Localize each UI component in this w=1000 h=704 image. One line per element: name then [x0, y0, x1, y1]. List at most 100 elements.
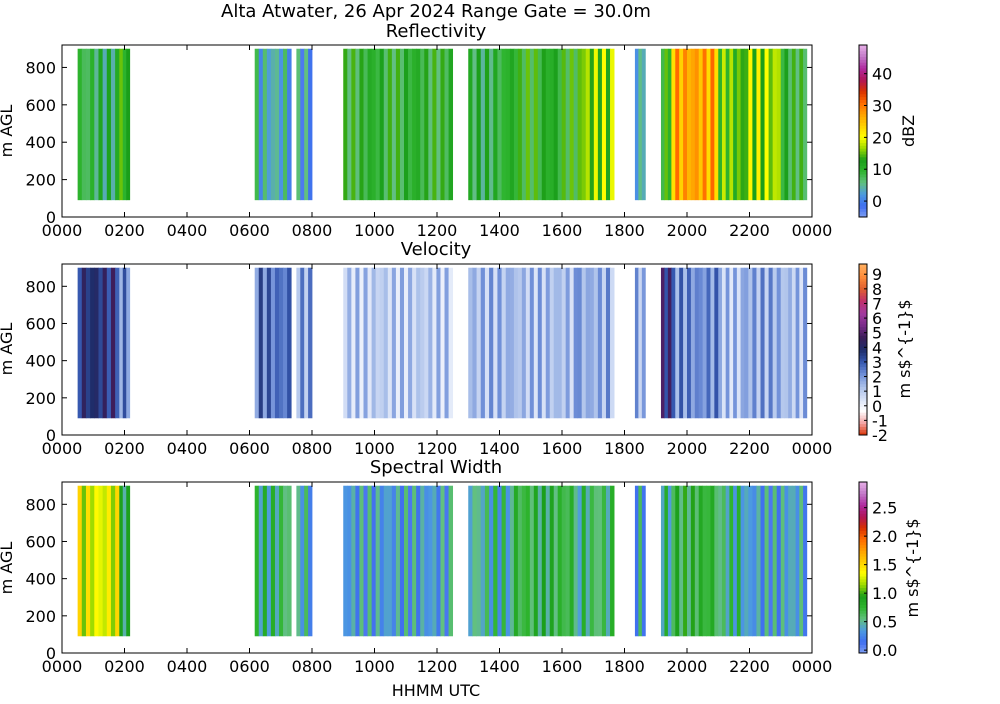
colorbar-segment: [859, 558, 867, 563]
heatmap-column: [791, 485, 797, 637]
y-axis-label: m AGL: [0, 542, 16, 595]
heatmap-column: [383, 267, 389, 419]
colorbar-segment: [859, 641, 867, 645]
heatmap-column: [569, 48, 575, 201]
heatmap-column: [585, 485, 591, 637]
heatmap-column: [363, 485, 368, 637]
heatmap-column: [94, 485, 99, 637]
colorbar-segment: [859, 211, 867, 215]
heatmap-column: [529, 48, 535, 201]
heatmap-column: [308, 267, 313, 419]
colorbar-segment: [859, 340, 867, 345]
x-tick-label: 1400: [479, 221, 520, 240]
heatmap-column: [90, 485, 95, 637]
heatmap-column: [517, 485, 523, 637]
heatmap-column: [764, 267, 769, 419]
y-tick-label: 0: [46, 644, 56, 663]
colorbar: 0 10 20 30 40: [858, 44, 892, 218]
colorbar-segment: [859, 358, 867, 362]
heatmap-column: [375, 48, 381, 201]
heatmap-column: [641, 48, 646, 201]
colorbar-segment: [859, 128, 867, 132]
heatmap-column: [690, 267, 696, 419]
heatmap-column: [81, 267, 87, 419]
colorbar-segment: [859, 323, 867, 328]
heatmap-column: [404, 267, 409, 419]
heatmap-column: [634, 48, 639, 201]
heatmap-column: [675, 267, 680, 419]
heatmap-column: [424, 267, 429, 419]
heatmap-column: [729, 485, 734, 637]
y-tick-label: 400: [25, 352, 56, 371]
colorbar-segment: [859, 403, 867, 407]
heatmap-column: [296, 485, 301, 637]
heatmap-column: [412, 48, 417, 201]
x-tick-label: 2000: [667, 657, 708, 676]
heatmap-column: [565, 485, 571, 637]
x-tick-label: 0000: [42, 439, 83, 458]
heatmap-column: [545, 485, 551, 637]
heatmap-column: [505, 485, 511, 637]
colorbar-segment: [859, 355, 867, 359]
heatmap-column: [266, 485, 272, 637]
heatmap-column: [347, 267, 352, 419]
colorbar-segment: [859, 397, 867, 402]
heatmap-column: [740, 48, 745, 201]
heatmap-column: [577, 267, 583, 419]
heatmap-column: [702, 485, 707, 637]
heatmap-column: [706, 267, 711, 419]
colorbar-tick-label: 9: [872, 265, 882, 284]
colorbar-segment: [859, 312, 867, 316]
heatmap-column: [371, 485, 377, 637]
heatmap-column: [258, 48, 264, 201]
heatmap-column: [300, 48, 305, 201]
colorbar-segment: [859, 556, 867, 560]
heatmap-column: [744, 48, 749, 201]
x-tick-label: 0600: [229, 657, 270, 676]
heatmap-column: [472, 267, 477, 419]
heatmap-column: [740, 267, 745, 419]
heatmap-column: [605, 48, 611, 201]
heatmap-column: [304, 48, 309, 201]
heatmap-column: [254, 485, 260, 637]
heatmap-column: [660, 485, 665, 637]
heatmap-column: [641, 485, 646, 637]
heatmap-column: [85, 485, 91, 637]
colorbar: 0.0 0.5 1.0 1.5 2.0 2.5: [858, 481, 897, 660]
heatmap-column: [476, 485, 482, 637]
heatmap-column: [638, 48, 643, 201]
heatmap-column: [412, 267, 417, 419]
heatmap-column: [593, 48, 599, 201]
heatmap-column: [106, 48, 112, 201]
heatmap-column: [573, 48, 579, 201]
heatmap-column: [387, 267, 393, 419]
heatmap-column: [573, 485, 579, 637]
heatmap-column: [395, 48, 401, 201]
colorbar-segment: [859, 647, 867, 651]
heatmap-column: [424, 48, 429, 201]
colorbar-segment: [859, 139, 867, 143]
colorbar-segment: [859, 360, 867, 365]
y-tick-label: 200: [25, 389, 56, 408]
colorbar-tick-label: 20: [872, 128, 892, 147]
colorbar-segment: [859, 79, 867, 83]
colorbar-segment: [859, 417, 867, 422]
colorbar-segment: [859, 125, 867, 129]
y-tick-label: 800: [25, 58, 56, 77]
colorbar-tick-label: 2.0: [872, 527, 897, 546]
heatmap-column: [115, 485, 120, 637]
heatmap-column: [791, 48, 797, 201]
heatmap-column: [718, 267, 723, 419]
colorbar-segment: [859, 65, 867, 69]
heatmap-column: [351, 267, 356, 419]
colorbar-tick-label: 4: [872, 338, 882, 357]
colorbar-segment: [859, 110, 867, 115]
heatmap-column: [725, 485, 730, 637]
heatmap-column: [355, 48, 360, 201]
heatmap-column: [484, 48, 490, 201]
heatmap-column: [359, 267, 364, 419]
colorbar-segment: [859, 429, 867, 433]
x-tick-label: 0000: [792, 439, 833, 458]
